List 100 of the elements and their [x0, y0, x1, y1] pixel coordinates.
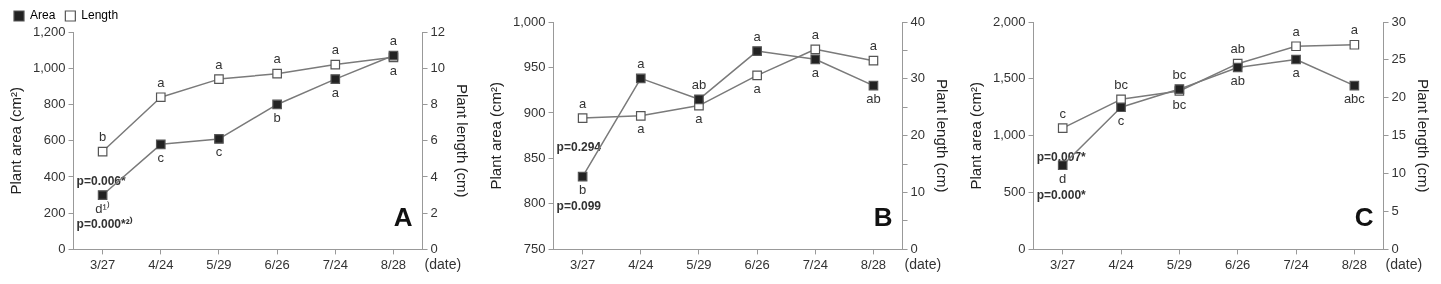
annotation: p=0.000*	[1036, 187, 1087, 202]
annotation: B	[873, 201, 893, 232]
x-axis-title: (date)	[424, 256, 462, 273]
data-label: ab	[866, 91, 881, 107]
y2-tick-label: 30	[1391, 13, 1407, 29]
x-tick-label: 7/24	[322, 256, 348, 272]
x-tick-label: 5/29	[686, 256, 712, 272]
annotation: p=0.099	[556, 198, 602, 213]
point	[868, 80, 879, 91]
point	[1232, 62, 1243, 73]
y-tick-label: 750	[523, 240, 546, 256]
y-tick-label: 500	[1003, 184, 1026, 200]
point	[694, 94, 704, 105]
data-label: bc	[1172, 66, 1187, 82]
y-tick-label: 1,000	[512, 13, 546, 29]
y-tick-label: 200	[43, 204, 66, 220]
data-label: a	[637, 55, 646, 71]
y2-tick-label: 40	[910, 13, 926, 29]
point	[577, 113, 588, 123]
data-label: bc	[1114, 76, 1129, 92]
data-label: a	[811, 64, 820, 80]
data-label: ab	[691, 76, 707, 92]
point	[577, 171, 588, 182]
data-label: a	[637, 121, 646, 137]
data-label: ab	[1230, 73, 1245, 89]
point	[1349, 80, 1360, 91]
legend-label: Area	[30, 8, 56, 23]
y2-tick-label: 5	[1391, 203, 1399, 219]
x-tick-label: 6/26	[744, 256, 770, 272]
y-tick-label: 600	[43, 132, 66, 148]
data-label: a	[273, 51, 282, 67]
x-tick-label: 8/28	[860, 256, 887, 272]
data-label: a	[1292, 23, 1301, 39]
x-tick-label: 5/29	[206, 256, 232, 272]
y2-tick-label: 20	[1391, 89, 1407, 105]
annotation: A	[393, 201, 413, 232]
point	[752, 46, 762, 56]
data-label: bc	[1172, 96, 1187, 112]
y2-tick-label: 0	[910, 240, 918, 256]
data-label: d¹⁾	[95, 200, 110, 216]
data-label: b	[273, 110, 281, 126]
data-label: c	[1117, 112, 1125, 128]
x-tick-label: 3/27	[1050, 256, 1076, 272]
y2-tick-label: 0	[1391, 240, 1399, 256]
point	[1291, 41, 1301, 52]
y2-tick-label: 25	[1391, 51, 1407, 67]
data-label: b	[99, 129, 107, 145]
x-tick-label: 7/24	[802, 256, 828, 272]
data-label: a	[215, 56, 224, 72]
y-tick-label: 400	[43, 168, 66, 184]
y-tick-label: 1,000	[32, 59, 66, 75]
point	[155, 92, 166, 103]
y2-axis-title: Plant length (cm)	[453, 84, 471, 198]
x-tick-label: 3/27	[569, 256, 596, 272]
y2-tick-label: 0	[430, 240, 438, 256]
x-tick-label: 6/26	[264, 256, 290, 272]
data-label: a	[389, 33, 398, 49]
y2-tick-label: 10	[1391, 165, 1407, 181]
point	[635, 110, 646, 121]
point	[97, 146, 108, 157]
data-label: c	[157, 149, 165, 165]
point	[330, 74, 341, 84]
x-tick-label: 4/24	[148, 256, 174, 272]
point	[635, 73, 646, 84]
point	[214, 74, 224, 84]
y2-tick-label: 10	[430, 59, 446, 75]
point	[97, 190, 108, 200]
y2-tick-label: 2	[430, 204, 438, 220]
y-tick-label: 800	[43, 96, 66, 112]
x-tick-label: 8/28	[380, 256, 407, 272]
y2-tick-label: 4	[430, 168, 438, 184]
y-axis-title: Plant area (cm²)	[967, 81, 985, 190]
point	[155, 139, 166, 150]
y-axis-title: Plant area (cm²)	[7, 86, 25, 195]
x-tick-label: 6/26	[1225, 256, 1251, 272]
y2-tick-label: 10	[910, 184, 926, 200]
data-label: a	[753, 81, 762, 97]
x-tick-label: 7/24	[1283, 256, 1309, 272]
point	[868, 55, 879, 66]
data-label: abc	[1343, 91, 1366, 107]
data-label: c	[1059, 105, 1067, 121]
y2-axis-title: Plant length (cm)	[933, 79, 951, 193]
point	[214, 134, 224, 144]
point	[1349, 39, 1360, 50]
y-tick-label: 800	[523, 195, 546, 211]
data-label: ab	[1230, 41, 1245, 57]
point	[1057, 123, 1068, 133]
point	[272, 99, 282, 110]
data-label: a	[1350, 22, 1359, 38]
point	[1116, 102, 1126, 113]
data-label: a	[695, 111, 704, 127]
y-tick-label: 2,000	[992, 13, 1026, 29]
x-axis-title: (date)	[904, 256, 942, 273]
y-tick-label: 950	[523, 59, 546, 75]
point	[752, 70, 762, 81]
y-tick-label: 0	[58, 240, 66, 256]
data-label: b	[579, 182, 587, 198]
y-tick-label: 1,200	[32, 23, 66, 39]
y2-axis-title: Plant length (cm)	[1414, 79, 1432, 193]
x-axis-title: (date)	[1385, 256, 1423, 273]
